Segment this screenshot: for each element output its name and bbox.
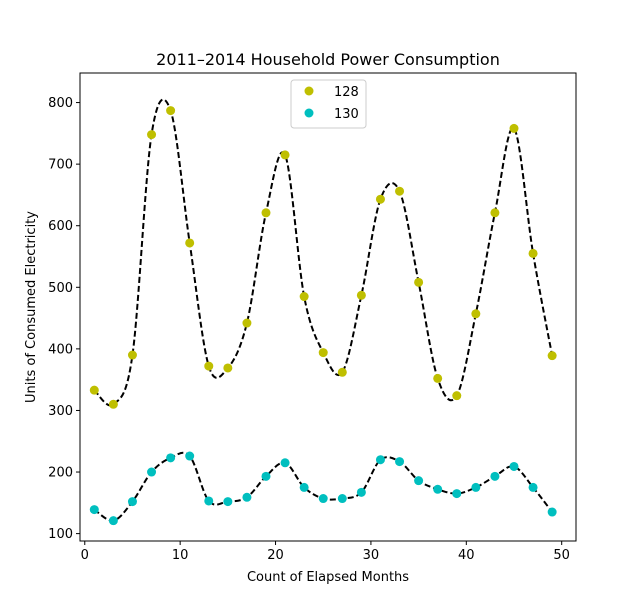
- y-tick-label: 200: [48, 466, 73, 481]
- data-point-series-128: [299, 292, 309, 302]
- y-tick-label: 400: [48, 342, 73, 357]
- data-point-series-130: [414, 476, 424, 486]
- data-point-series-130: [509, 461, 519, 471]
- y-axis-label: Units of Consumed Electricity: [24, 211, 39, 403]
- y-tick-label: 500: [48, 281, 73, 296]
- data-point-series-128: [204, 361, 214, 371]
- data-point-series-130: [395, 457, 405, 467]
- data-point-series-128: [433, 373, 443, 383]
- x-tick-label: 20: [267, 548, 284, 563]
- data-point-series-130: [223, 497, 233, 507]
- data-point-series-130: [318, 494, 328, 504]
- data-point-series-130: [127, 497, 137, 507]
- plot-frame: [79, 72, 577, 542]
- x-tick-label: 40: [458, 548, 475, 563]
- data-point-series-128: [185, 238, 195, 248]
- data-point-series-128: [414, 277, 424, 287]
- y-tick-label: 800: [48, 96, 73, 111]
- x-tick-label: 30: [363, 548, 380, 563]
- data-point-series-128: [147, 130, 157, 140]
- data-point-series-130: [147, 467, 157, 477]
- data-point-series-130: [204, 496, 214, 506]
- data-point-series-128: [395, 186, 405, 196]
- data-point-series-130: [108, 516, 118, 526]
- data-point-series-128: [108, 399, 118, 409]
- data-point-series-130: [242, 492, 252, 502]
- data-point-series-128: [452, 391, 462, 401]
- data-point-series-130: [471, 482, 481, 492]
- data-point-series-128: [223, 363, 233, 373]
- data-point-series-128: [89, 385, 99, 395]
- data-point-series-128: [490, 208, 500, 218]
- chart-title: 2011–2014 Household Power Consumption: [156, 50, 500, 69]
- y-tick-label: 100: [48, 527, 73, 542]
- data-point-series-128: [528, 248, 538, 258]
- data-point-series-128: [318, 348, 328, 358]
- x-tick-label: 0: [81, 548, 89, 563]
- y-tick-label: 700: [48, 158, 73, 173]
- data-point-series-128: [471, 309, 481, 319]
- data-point-series-128: [375, 194, 385, 204]
- plot-area: [89, 98, 557, 526]
- data-point-series-130: [452, 489, 462, 499]
- legend-marker-128: [304, 86, 314, 96]
- data-point-series-130: [433, 484, 443, 494]
- data-point-series-130: [89, 505, 99, 515]
- data-point-series-128: [166, 106, 176, 116]
- data-point-series-128: [356, 290, 366, 300]
- data-point-series-130: [375, 455, 385, 465]
- data-point-series-128: [509, 123, 519, 133]
- data-point-series-130: [299, 482, 309, 492]
- data-point-series-128: [280, 150, 290, 160]
- data-point-series-130: [528, 482, 538, 492]
- data-point-series-130: [356, 487, 366, 497]
- data-point-series-128: [547, 351, 557, 361]
- data-point-series-130: [185, 451, 195, 461]
- legend-label-130: 130: [334, 107, 359, 122]
- x-axis-label: Count of Elapsed Months: [247, 570, 409, 585]
- x-tick-label: 50: [553, 548, 570, 563]
- legend-marker-130: [304, 108, 314, 118]
- data-point-series-130: [280, 458, 290, 468]
- legend-label-128: 128: [334, 85, 359, 100]
- data-point-series-128: [242, 318, 252, 328]
- data-point-series-130: [261, 471, 271, 481]
- data-point-series-128: [127, 350, 137, 360]
- y-tick-label: 600: [48, 219, 73, 234]
- data-point-series-128: [337, 367, 347, 377]
- data-point-series-128: [261, 208, 271, 218]
- y-tick-label: 300: [48, 404, 73, 419]
- data-point-series-130: [337, 494, 347, 504]
- data-point-series-130: [547, 507, 557, 517]
- data-point-series-130: [490, 471, 500, 481]
- data-point-series-130: [166, 453, 176, 463]
- x-tick-label: 10: [172, 548, 189, 563]
